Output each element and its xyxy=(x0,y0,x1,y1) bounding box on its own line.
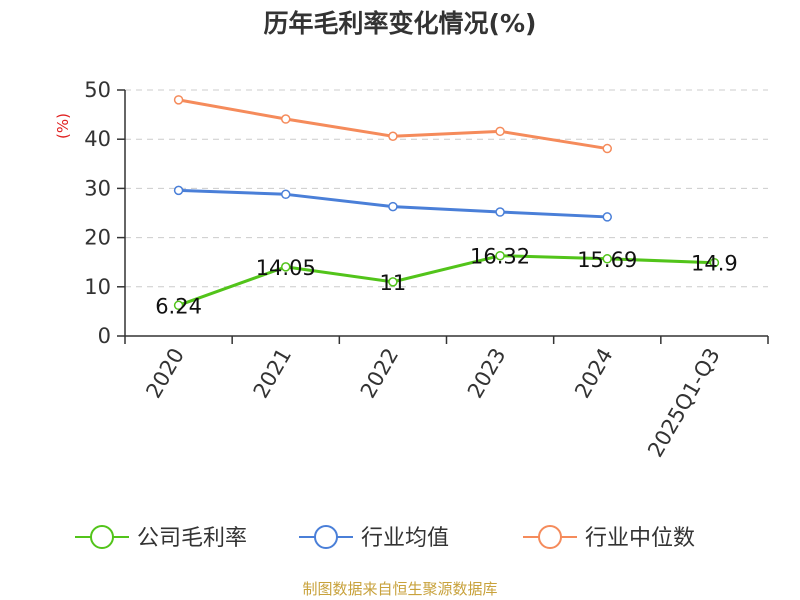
data-point xyxy=(281,189,291,200)
data-label: 14.9 xyxy=(691,252,738,276)
data-point xyxy=(281,114,291,124)
y-tick-label: 20 xyxy=(84,226,111,250)
data-label: 15.69 xyxy=(577,248,637,272)
x-tick-label: 2025Q1-Q3 xyxy=(643,344,725,461)
y-tick-label: 0 xyxy=(98,324,111,348)
data-label: 14.05 xyxy=(256,256,316,280)
y-axis-unit: (%) xyxy=(54,113,72,139)
y-tick-label: 40 xyxy=(84,127,111,151)
data-point xyxy=(495,126,505,137)
x-tick-label: 2023 xyxy=(463,344,511,402)
x-tick-label: 2020 xyxy=(141,344,189,402)
data-point xyxy=(495,250,505,261)
legend-label: 行业均值 xyxy=(361,526,449,551)
series-line xyxy=(178,98,608,151)
data-point xyxy=(388,201,398,212)
series xyxy=(173,95,720,311)
chart-title: 历年毛利率变化情况(%) xyxy=(264,9,537,38)
source-note: 制图数据来自恒生聚源数据库 xyxy=(302,580,497,598)
data-point xyxy=(173,185,184,196)
x-tick-label: 2024 xyxy=(570,344,618,402)
series-line xyxy=(178,254,715,307)
data-point xyxy=(602,143,612,154)
data-point xyxy=(173,300,184,311)
legend-item[interactable]: 行业中位数 xyxy=(523,525,695,551)
legend-item[interactable]: 公司毛利率 xyxy=(75,525,247,551)
data-point xyxy=(388,277,398,287)
x-tick-label: 2022 xyxy=(356,344,404,402)
data-point xyxy=(388,131,398,141)
data-point xyxy=(173,95,184,105)
data-label: 6.24 xyxy=(155,294,202,318)
data-point xyxy=(495,207,505,217)
legend-item[interactable]: 行业均值 xyxy=(299,525,449,551)
legend-marker xyxy=(314,525,338,549)
data-label: 16.32 xyxy=(470,245,530,269)
legend-label: 行业中位数 xyxy=(585,526,695,551)
data-point xyxy=(602,254,612,264)
data-point xyxy=(281,262,291,272)
y-tick-label: 50 xyxy=(84,78,111,102)
data-point xyxy=(709,257,720,268)
grid xyxy=(125,89,768,288)
y-tick-label: 10 xyxy=(84,275,111,299)
legend: 公司毛利率 行业均值 行业中位数 xyxy=(75,525,695,551)
y-tick-label: 30 xyxy=(84,176,111,200)
legend-marker xyxy=(90,525,114,549)
data-label: 11 xyxy=(380,271,407,295)
data-labels: 6.24 14.05 11 16.32 15.69 14.9 xyxy=(155,245,738,319)
data-point xyxy=(602,212,612,222)
x-tick-label: 2021 xyxy=(249,344,297,402)
legend-label: 公司毛利率 xyxy=(137,526,247,551)
legend-marker xyxy=(538,525,562,549)
